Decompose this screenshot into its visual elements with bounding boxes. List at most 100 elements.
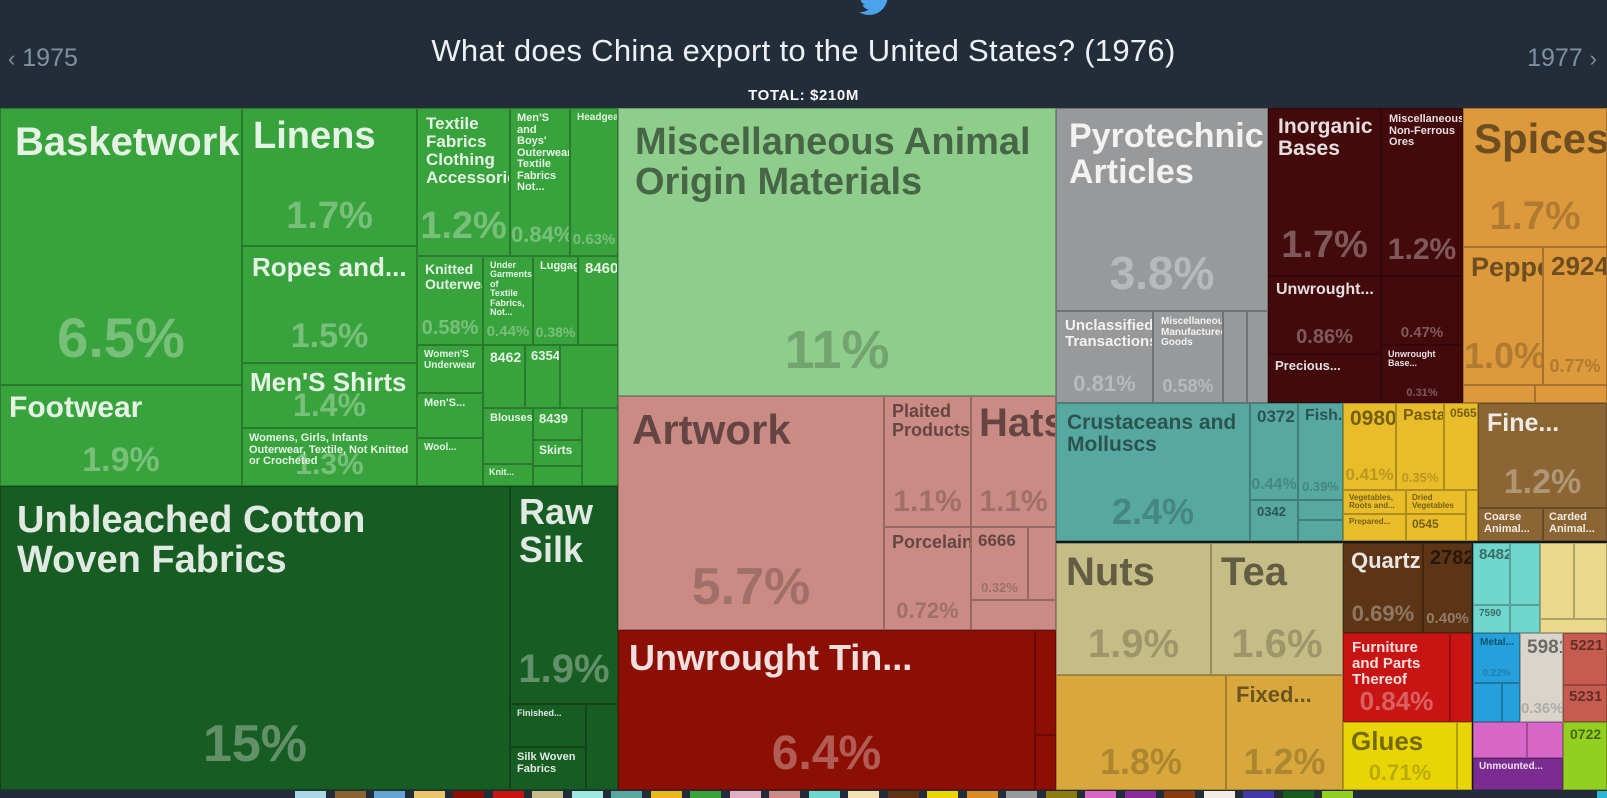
cell-carded-animal[interactable]: Carded Animal...	[1543, 508, 1607, 541]
cell-area-44[interactable]	[1223, 311, 1247, 403]
cell-glues[interactable]: Glues 0.71%	[1343, 722, 1457, 790]
legend-chip[interactable]	[1243, 791, 1274, 798]
cell-8439[interactable]: 8439	[533, 408, 582, 440]
cell-area-98[interactable]	[1527, 722, 1563, 758]
cell-5231[interactable]: 5231	[1563, 685, 1607, 722]
cell-2782[interactable]: 2782 0.40%	[1423, 543, 1472, 633]
cell-area-40[interactable]	[1035, 735, 1056, 790]
legend-chip[interactable]	[651, 791, 682, 798]
cell-area-29[interactable]	[586, 704, 618, 790]
cell-area-90[interactable]	[1473, 683, 1502, 722]
legend-chip[interactable]	[848, 791, 879, 798]
cell-womens-girls-infants-outerwear-textile-not-knitted-or-crocheted[interactable]: Womens, Girls, Infants Outerwear, Textil…	[242, 428, 417, 486]
legend-chip[interactable]	[1164, 791, 1195, 798]
legend-chip[interactable]	[690, 791, 721, 798]
cell-artwork[interactable]: Artwork 5.7%	[618, 396, 884, 630]
cell-finished[interactable]: Finished...	[510, 704, 586, 747]
cell-nuts[interactable]: Nuts 1.9%	[1056, 543, 1211, 675]
cell-area-86[interactable]	[1540, 619, 1607, 633]
cell-area-91[interactable]	[1502, 683, 1520, 722]
cell-pasta[interactable]: Pasta 0.35%	[1396, 403, 1444, 490]
legend-chip[interactable]	[888, 791, 919, 798]
cell-miscellaneous-manufactured-goods[interactable]: Miscellaneous Manufactured Goods 0.58%	[1153, 311, 1223, 403]
cell-area-96[interactable]	[1457, 722, 1472, 790]
cell-precious[interactable]: Precious...	[1268, 354, 1381, 403]
cell-area-97[interactable]	[1473, 722, 1527, 758]
cell-ropes-and[interactable]: Ropes and... 1.5%	[242, 246, 417, 363]
cell-men-s-and-boys-outerwear-textile-fabrics-not[interactable]: Men'S and Boys' Outerwear, Textile Fabri…	[510, 108, 570, 256]
cell-unwrought[interactable]: Unwrought... 0.86%	[1268, 276, 1381, 354]
cell-area-62[interactable]	[1298, 520, 1343, 541]
cell-quartz[interactable]: Quartz 0.69%	[1343, 543, 1423, 633]
cell-women-s-underwear[interactable]: Women'S Underwear	[417, 345, 483, 393]
cell-tea[interactable]: Tea 1.6%	[1211, 543, 1343, 675]
cell-hats[interactable]: Hats 1.1%	[971, 396, 1056, 527]
cell-area-36[interactable]	[1028, 527, 1056, 600]
cell-area-16[interactable]	[560, 345, 618, 408]
legend-chip[interactable]	[572, 791, 603, 798]
cell-area-88[interactable]	[1450, 633, 1472, 722]
legend-chip[interactable]	[927, 791, 958, 798]
legend-chip[interactable]	[1046, 791, 1077, 798]
cell-area-70[interactable]	[1466, 490, 1478, 541]
cell-linens[interactable]: Linens 1.7%	[242, 108, 417, 246]
legend-chip[interactable]	[1322, 791, 1353, 798]
cell-porcelain[interactable]: Porcelain... 0.72%	[884, 527, 971, 630]
cell-inorganic-bases[interactable]: Inorganic Bases 1.7%	[1268, 108, 1381, 276]
cell-0545[interactable]: 0545	[1406, 514, 1466, 541]
cell-0372[interactable]: 0372 0.44%	[1250, 403, 1298, 500]
legend-chip[interactable]	[453, 791, 484, 798]
cell-area-45[interactable]	[1247, 311, 1268, 403]
cell-plaited-products[interactable]: Plaited Products 1.1%	[884, 396, 971, 527]
cell-crustaceans-and-molluscs[interactable]: Crustaceans and Molluscs 2.4%	[1056, 403, 1250, 541]
legend-chip[interactable]	[1204, 791, 1235, 798]
cell-unclassified-transactions[interactable]: Unclassified Transactions 0.81%	[1056, 311, 1153, 403]
cell-area-55[interactable]	[1463, 385, 1535, 403]
legend-chip[interactable]	[1085, 791, 1116, 798]
cell-area-76[interactable]: 1.8%	[1056, 675, 1226, 790]
cell-fixed[interactable]: Fixed... 1.2%	[1226, 675, 1343, 790]
cell-6666[interactable]: 6666 0.32%	[971, 527, 1028, 600]
cell-8482[interactable]: 8482	[1473, 543, 1510, 605]
cell-coarse-animal[interactable]: Coarse Animal...	[1478, 508, 1543, 541]
cell-miscellaneous-non-ferrous-ores[interactable]: Miscellaneous Non-Ferrous Ores 1.2%	[1381, 108, 1463, 276]
cell-area-23[interactable]	[533, 466, 582, 486]
cell-area-50[interactable]: 0.47%	[1381, 276, 1463, 345]
cell-vegetables-roots-and[interactable]: Vegetables, Roots and...	[1343, 490, 1406, 514]
cell-area-83[interactable]	[1510, 605, 1540, 633]
cell-area-37[interactable]	[971, 600, 1056, 630]
cell-6354[interactable]: 6354	[525, 345, 560, 408]
cell-wool[interactable]: Wool...	[417, 438, 483, 486]
cell-under-garments-of-textile-fabrics-not[interactable]: Under Garments of Textile Fabrics, Not..…	[483, 256, 533, 345]
legend-chip[interactable]	[335, 791, 366, 798]
cell-men-s-shirts[interactable]: Men'S Shirts 1.4%	[242, 363, 417, 428]
cell-unwrought-tin[interactable]: Unwrought Tin... 6.4%	[618, 630, 1035, 790]
cell-unwrought-base[interactable]: Unwrought Base... 0.31%	[1381, 345, 1463, 403]
cell-0980[interactable]: 0980 0.41%	[1343, 403, 1396, 490]
next-year-button[interactable]: 1977 ›	[1527, 44, 1597, 73]
legend-chip[interactable]	[611, 791, 642, 798]
cell-0722[interactable]: 0722	[1563, 722, 1607, 790]
cell-5981[interactable]: 5981 0.36%	[1520, 633, 1563, 722]
legend-chip[interactable]	[730, 791, 761, 798]
cell-blouses[interactable]: Blouses	[483, 408, 533, 464]
twitter-share-icon[interactable]	[856, 0, 894, 18]
legend-chip[interactable]	[1283, 791, 1314, 798]
cell-metal[interactable]: Metal... 0.22%	[1473, 633, 1520, 683]
cell-area-85[interactable]	[1574, 543, 1607, 619]
cell-area-39[interactable]	[1035, 630, 1056, 735]
cell-0342[interactable]: 0342	[1250, 500, 1298, 541]
cell-area-56[interactable]	[1535, 385, 1607, 403]
cell-area-24[interactable]	[582, 408, 618, 486]
legend-chip[interactable]	[374, 791, 405, 798]
cell-0565[interactable]: 0565	[1444, 403, 1478, 490]
prev-year-button[interactable]: ‹ 1975	[8, 44, 78, 73]
legend-chip[interactable]	[1597, 791, 1607, 798]
cell-knitted-outerwear[interactable]: Knitted Outerwear 0.58%	[417, 256, 483, 345]
cell-raw-silk[interactable]: Raw Silk 1.9%	[510, 486, 618, 704]
cell-headgear[interactable]: Headgear 0.63%	[570, 108, 618, 256]
cell-textile-fabrics-clothing-accessories[interactable]: Textile Fabrics Clothing Accessories 1.2%	[417, 108, 510, 256]
cell-7590[interactable]: 7590	[1473, 605, 1510, 633]
cell-5221[interactable]: 5221	[1563, 633, 1607, 685]
legend-chip[interactable]	[295, 791, 326, 798]
